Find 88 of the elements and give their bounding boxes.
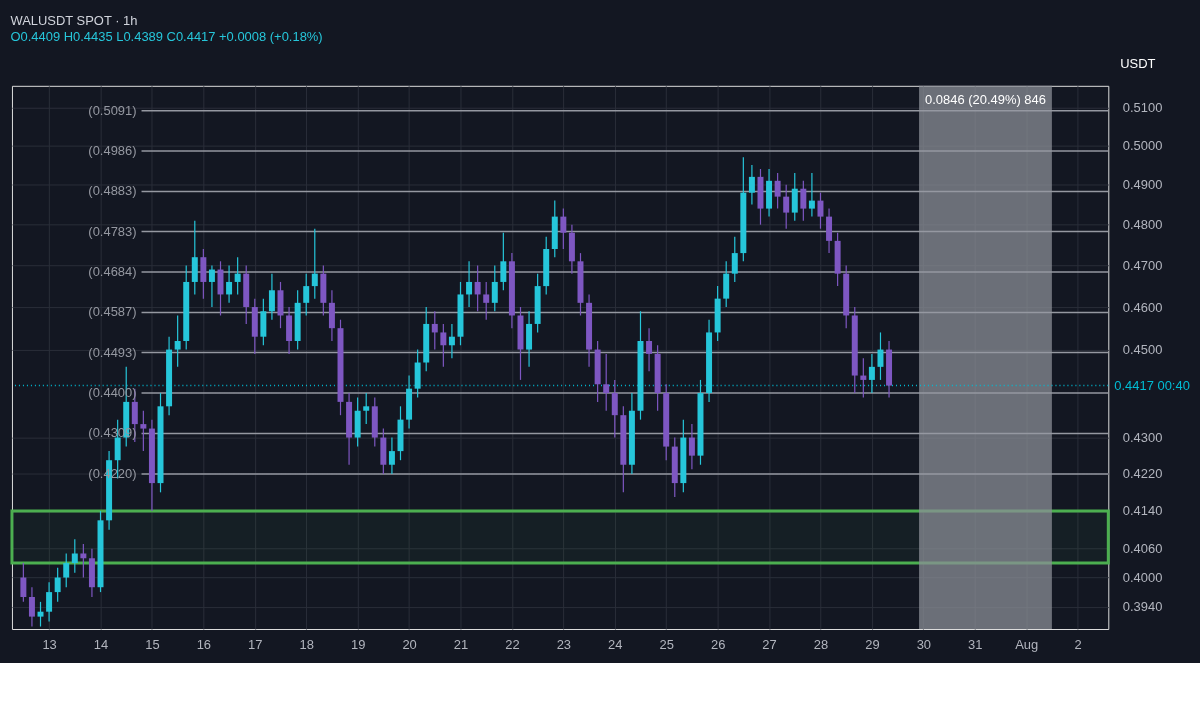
candlestick xyxy=(877,331,884,381)
y-tick-label: 0.4500 xyxy=(1122,342,1163,358)
ref-line-label: (0.4587) xyxy=(88,304,137,320)
candlestick xyxy=(303,273,310,317)
candlestick xyxy=(28,586,35,628)
candlestick xyxy=(37,601,44,628)
y-tick-label: 0.5100 xyxy=(1122,99,1163,115)
x-tick-label: Aug xyxy=(1015,637,1039,653)
x-tick-label: 19 xyxy=(350,637,366,653)
candlestick xyxy=(474,264,481,312)
candlestick xyxy=(20,562,27,603)
ref-line-label: (0.4783) xyxy=(88,223,137,239)
x-tick-label: 26 xyxy=(710,637,726,653)
candlestick xyxy=(800,180,807,222)
candlestick xyxy=(140,410,147,452)
x-tick-label: 13 xyxy=(42,637,57,653)
candlestick xyxy=(646,327,653,372)
candlestick xyxy=(688,423,695,470)
x-tick-label: 2 xyxy=(1074,637,1082,653)
x-tick-label: 31 xyxy=(968,637,983,653)
x-tick-label: 20 xyxy=(402,637,417,653)
chart-subtitle: O0.4409 H0.4435 L0.4389 C0.4417 +0.0008 (+0.18%) xyxy=(10,28,323,44)
ref-line-label: (0.4986) xyxy=(88,143,137,159)
x-tick-label: 27 xyxy=(762,637,777,653)
x-tick-label: 15 xyxy=(145,637,160,653)
candlestick xyxy=(783,184,790,230)
candlestick xyxy=(466,260,473,308)
y-tick-label: 0.4700 xyxy=(1122,257,1163,273)
x-tick-label: 14 xyxy=(93,637,109,653)
chart-title: WALUSDT SPOT · 1h xyxy=(10,13,138,29)
candlestick xyxy=(774,172,781,210)
x-tick-label: 30 xyxy=(916,637,932,653)
x-tick-label: 23 xyxy=(556,637,572,653)
candlestick xyxy=(611,379,618,439)
y-tick-label: 0.3940 xyxy=(1122,599,1163,615)
x-tick-label: 18 xyxy=(299,637,314,653)
candlestick xyxy=(817,192,824,230)
candlestick xyxy=(860,357,867,399)
candlestick xyxy=(208,264,215,308)
x-tick-label: 25 xyxy=(659,637,674,653)
candlestick xyxy=(448,323,455,359)
ref-line-label: 0.4417 00:40 xyxy=(1114,377,1190,393)
x-tick-label: 28 xyxy=(813,637,829,653)
candlestick xyxy=(483,281,490,321)
candlestick xyxy=(54,567,61,603)
y-tick-label: 0.5000 xyxy=(1122,138,1163,154)
x-tick-label: 16 xyxy=(196,637,212,653)
candlestick xyxy=(174,314,181,368)
candlestick xyxy=(731,236,738,283)
candlestick xyxy=(500,232,507,291)
candlestick xyxy=(363,392,370,425)
candlestick xyxy=(791,172,798,222)
y-tick-label: 0.4300 xyxy=(1122,430,1163,446)
candlestick xyxy=(46,581,53,623)
candlestick xyxy=(560,208,567,250)
x-tick-label: 21 xyxy=(453,637,469,653)
candlestick xyxy=(388,436,395,475)
candlestick xyxy=(226,264,233,304)
candlestick xyxy=(63,552,70,588)
candlestick xyxy=(440,323,447,368)
ref-line-label: (0.4684) xyxy=(88,264,137,279)
y-tick-label: 0.4000 xyxy=(1122,570,1163,586)
ref-line-label: (0.4883) xyxy=(88,183,137,199)
candlestick xyxy=(603,353,610,412)
y-tick-label: 0.4900 xyxy=(1122,177,1163,193)
candlestick xyxy=(268,273,275,321)
x-tick-label: 24 xyxy=(608,637,623,653)
candlestick xyxy=(748,164,755,206)
x-tick-label: 29 xyxy=(865,637,880,653)
candlestick xyxy=(71,538,78,574)
y-tick-label: 0.4220 xyxy=(1122,466,1163,482)
x-tick-label: 22 xyxy=(505,637,520,653)
candlestick xyxy=(491,264,498,312)
y-axis-title: USDT xyxy=(1120,55,1156,71)
candlestick xyxy=(311,228,318,300)
y-tick-label: 0.4140 xyxy=(1122,503,1163,519)
y-tick-label: 0.4060 xyxy=(1122,541,1163,557)
x-tick-label: 17 xyxy=(248,637,263,653)
candlestick xyxy=(868,353,875,394)
ref-line-label: (0.4493) xyxy=(88,344,137,360)
annotation: 0.0846 (20.49%) 846 xyxy=(925,91,1046,107)
y-tick-label: 0.4600 xyxy=(1122,299,1163,315)
ref-line-label: (0.5091) xyxy=(88,102,137,118)
candlestick xyxy=(80,543,87,579)
candlestick xyxy=(234,256,241,296)
candlestick xyxy=(808,172,815,218)
candlestick xyxy=(431,310,438,351)
y-tick-label: 0.4800 xyxy=(1122,217,1163,233)
